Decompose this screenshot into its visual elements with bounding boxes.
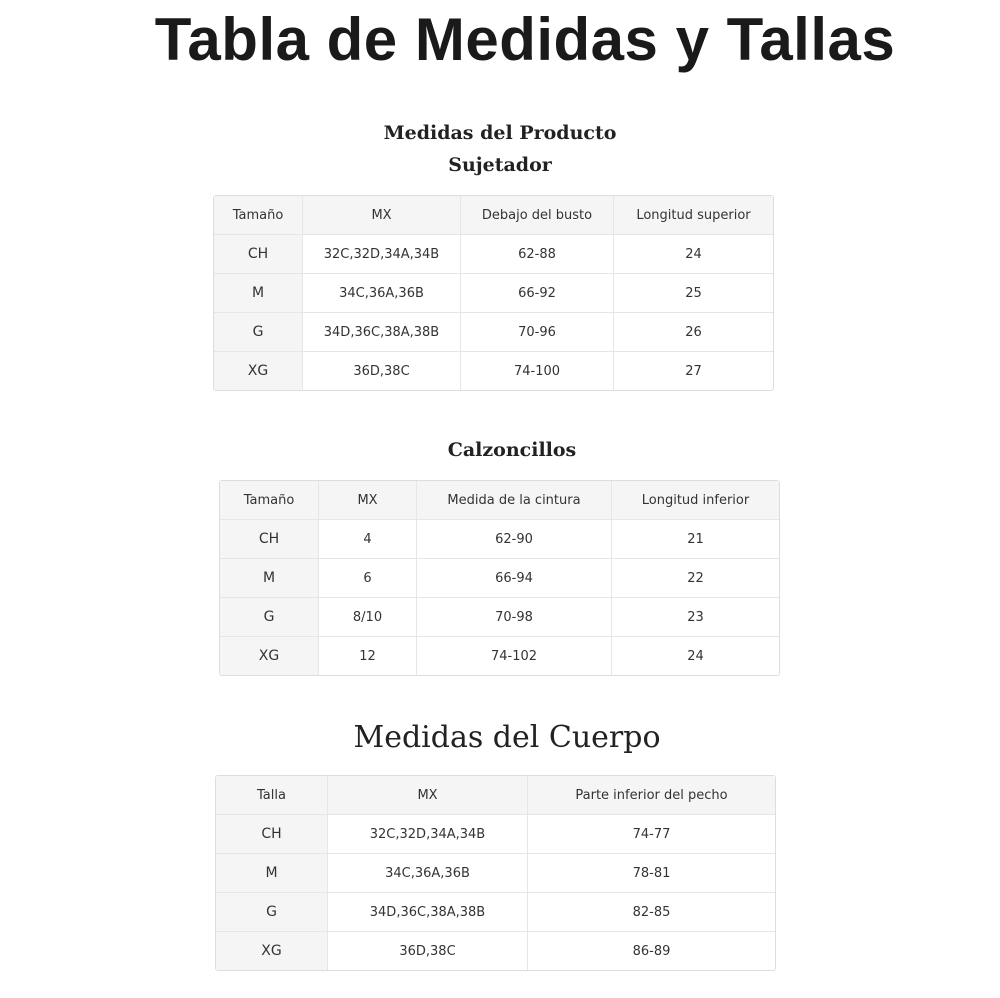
product-measurements-heading: Medidas del Producto xyxy=(383,122,617,144)
table-cell: 27 xyxy=(685,363,702,379)
table-cell: 22 xyxy=(612,559,779,598)
size-cell: XG xyxy=(220,637,319,675)
table-cell: 34C,36A,36B xyxy=(303,274,461,313)
table-row: M 6 66-94 22 xyxy=(220,559,779,598)
table-cell: 78-81 xyxy=(528,854,775,893)
column-header: MX xyxy=(328,776,528,815)
table-cell: 24 xyxy=(687,648,704,664)
table-cell: 36D,38C xyxy=(328,932,528,970)
table-cell: 70-96 xyxy=(461,313,614,352)
table-row: M 34C,36A,36B 78-81 xyxy=(216,854,775,893)
size-cell: XG xyxy=(214,352,303,390)
size-cell: CH xyxy=(220,520,319,559)
size-cell: G xyxy=(220,598,319,637)
table-cell: 70-98 xyxy=(417,598,612,637)
column-header: Talla xyxy=(216,776,328,815)
table-cell: 32C,32D,34A,34B xyxy=(328,815,528,854)
size-cell: G xyxy=(214,313,303,352)
table-cell: 34D,36C,38A,38B xyxy=(328,893,528,932)
table-cell: 62-90 xyxy=(417,520,612,559)
table-row: XG 12 74-102 24 xyxy=(220,637,779,675)
table-cell: 8/10 xyxy=(319,598,417,637)
briefs-size-table: Tamaño MX Medida de la cintura Longitud inf… xyxy=(219,480,780,676)
table-cell: 74-77 xyxy=(528,815,775,854)
bra-size-table: Tamaño MX Debajo del busto Longitud superio… xyxy=(213,195,774,391)
table-row: CH 32C,32D,34A,34B 62-88 24 xyxy=(214,235,773,274)
table-row: G 34D,36C,38A,38B 82-85 xyxy=(216,893,775,932)
column-header: Tamaño xyxy=(214,196,303,235)
column-header: Longitud superior xyxy=(614,196,773,235)
table-header-row: Talla MX Parte inferior del pecho xyxy=(216,776,775,815)
table-cell: 82-85 xyxy=(528,893,775,932)
table-cell: 36D,38C xyxy=(303,352,461,390)
column-header: Parte inferior del pecho xyxy=(528,776,775,815)
column-header: Debajo del busto xyxy=(461,196,614,235)
size-cell: M xyxy=(220,559,319,598)
body-size-table: Talla MX Parte inferior del pecho CH 32C,32D… xyxy=(215,775,776,971)
table-cell: 26 xyxy=(614,313,773,352)
briefs-heading: Calzoncillos xyxy=(447,439,577,461)
table-cell: 34D,36C,38A,38B xyxy=(303,313,461,352)
body-measurements-heading: Medidas del Cuerpo xyxy=(353,720,661,755)
column-header: MX xyxy=(303,196,461,235)
table-cell: 23 xyxy=(612,598,779,637)
table-cell: 32C,32D,34A,34B xyxy=(303,235,461,274)
column-header: Longitud inferior xyxy=(612,481,779,520)
size-cell: M xyxy=(216,854,328,893)
column-header: MX xyxy=(319,481,417,520)
table-row: G 8/10 70-98 23 xyxy=(220,598,779,637)
table-cell: 74-102 xyxy=(417,637,612,675)
table-cell: 24 xyxy=(614,235,773,274)
table-cell: 66-94 xyxy=(417,559,612,598)
table-header-row: Tamaño MX Debajo del busto Longitud superio… xyxy=(214,196,773,235)
table-row: G 34D,36C,38A,38B 70-96 26 xyxy=(214,313,773,352)
table-header-row: Tamaño MX Medida de la cintura Longitud inf… xyxy=(220,481,779,520)
table-row: M 34C,36A,36B 66-92 25 xyxy=(214,274,773,313)
table-cell: 86-89 xyxy=(632,943,671,959)
table-row: XG 36D,38C 86-89 xyxy=(216,932,775,970)
table-cell: 34C,36A,36B xyxy=(328,854,528,893)
size-cell: M xyxy=(214,274,303,313)
size-cell: G xyxy=(216,893,328,932)
column-header: Medida de la cintura xyxy=(417,481,612,520)
table-cell: 6 xyxy=(319,559,417,598)
table-cell: 66-92 xyxy=(461,274,614,313)
table-cell: 25 xyxy=(614,274,773,313)
bra-heading: Sujetador xyxy=(448,154,552,176)
size-cell: XG xyxy=(216,932,328,970)
table-row: CH 32C,32D,34A,34B 74-77 xyxy=(216,815,775,854)
table-cell: 21 xyxy=(612,520,779,559)
table-row: XG 36D,38C 74-100 27 xyxy=(214,352,773,390)
table-cell: 4 xyxy=(319,520,417,559)
size-cell: CH xyxy=(214,235,303,274)
page-title: Tabla de Medidas y Tallas xyxy=(154,6,896,73)
table-cell: 12 xyxy=(319,637,417,675)
table-row: CH 4 62-90 21 xyxy=(220,520,779,559)
table-cell: 62-88 xyxy=(461,235,614,274)
table-cell: 74-100 xyxy=(461,352,614,390)
size-cell: CH xyxy=(216,815,328,854)
column-header: Tamaño xyxy=(220,481,319,520)
